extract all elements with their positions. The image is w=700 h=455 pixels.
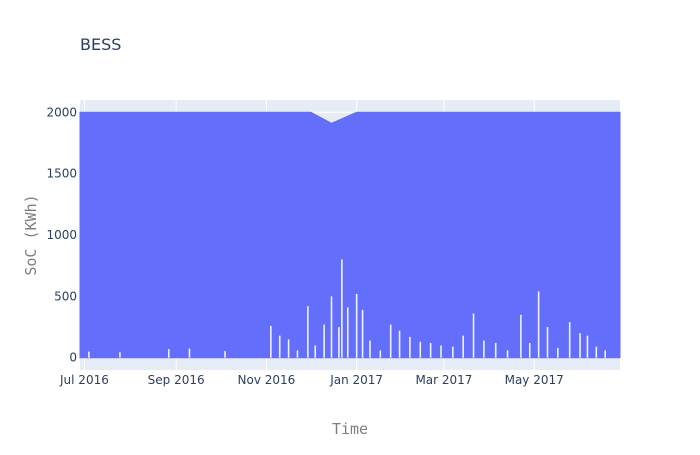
series-dip	[568, 322, 571, 358]
series-dip	[586, 335, 589, 358]
series-dip	[557, 347, 559, 358]
series-area	[79, 111, 621, 359]
series-dip	[579, 333, 581, 358]
y-tick-label: 0	[69, 351, 77, 365]
series-dip	[296, 350, 299, 358]
series-dip	[330, 296, 333, 358]
series-dip	[389, 324, 392, 358]
series-dip	[188, 348, 191, 358]
series-dip	[338, 327, 340, 358]
series-dip	[314, 345, 317, 358]
x-axis-ticks: Jul 2016 Sep 2016 Nov 2016 Jan 2017 Mar 2017…	[59, 373, 564, 387]
series-dip	[379, 350, 382, 358]
series-dip	[483, 340, 485, 358]
y-tick-label: 500	[54, 289, 77, 303]
y-tick-label: 1500	[46, 167, 77, 181]
series-dip	[167, 349, 170, 358]
series-dip	[419, 341, 422, 358]
series-dip	[452, 346, 454, 358]
series-dip	[409, 336, 411, 358]
y-tick-label: 2000	[46, 105, 77, 119]
x-tick-label: Sep 2016	[148, 373, 205, 387]
x-axis-title: Time	[332, 420, 368, 438]
series-dip	[528, 343, 531, 358]
series-dip	[537, 291, 540, 358]
series-dip	[369, 340, 371, 358]
series-dip	[506, 350, 509, 358]
series-dip	[341, 259, 343, 358]
series-dip	[270, 325, 272, 358]
series-dip	[323, 324, 325, 358]
series-dip	[287, 339, 290, 358]
series-dip	[462, 335, 464, 358]
series-dip	[604, 350, 607, 358]
series-dip	[278, 335, 281, 358]
y-axis-title: SoC (KWh)	[22, 194, 40, 275]
series-layer	[79, 111, 621, 359]
series-dip	[88, 351, 90, 358]
series-dip	[546, 327, 549, 358]
x-tick-label: Jan 2017	[329, 373, 383, 387]
series-dip	[119, 352, 121, 358]
series-dip	[307, 306, 309, 358]
x-tick-label: Nov 2016	[238, 373, 296, 387]
series-dip	[440, 345, 442, 358]
series-dip	[346, 307, 349, 358]
series-dip	[494, 343, 497, 358]
series-dip	[398, 330, 401, 358]
chart-title: BESS	[80, 35, 121, 54]
y-axis-ticks: 0 500 1000 1500 2000	[46, 105, 77, 364]
series-dip	[224, 350, 226, 358]
series-dip	[429, 343, 432, 358]
x-tick-label: Jul 2016	[59, 373, 109, 387]
series-dip	[355, 293, 358, 358]
y-tick-label: 1000	[46, 228, 77, 242]
series-dip	[595, 346, 598, 358]
series-dip	[520, 314, 522, 358]
series-dip	[472, 313, 475, 358]
x-tick-label: May 2017	[505, 373, 564, 387]
series-dip	[361, 309, 364, 358]
x-tick-label: Mar 2017	[415, 373, 472, 387]
